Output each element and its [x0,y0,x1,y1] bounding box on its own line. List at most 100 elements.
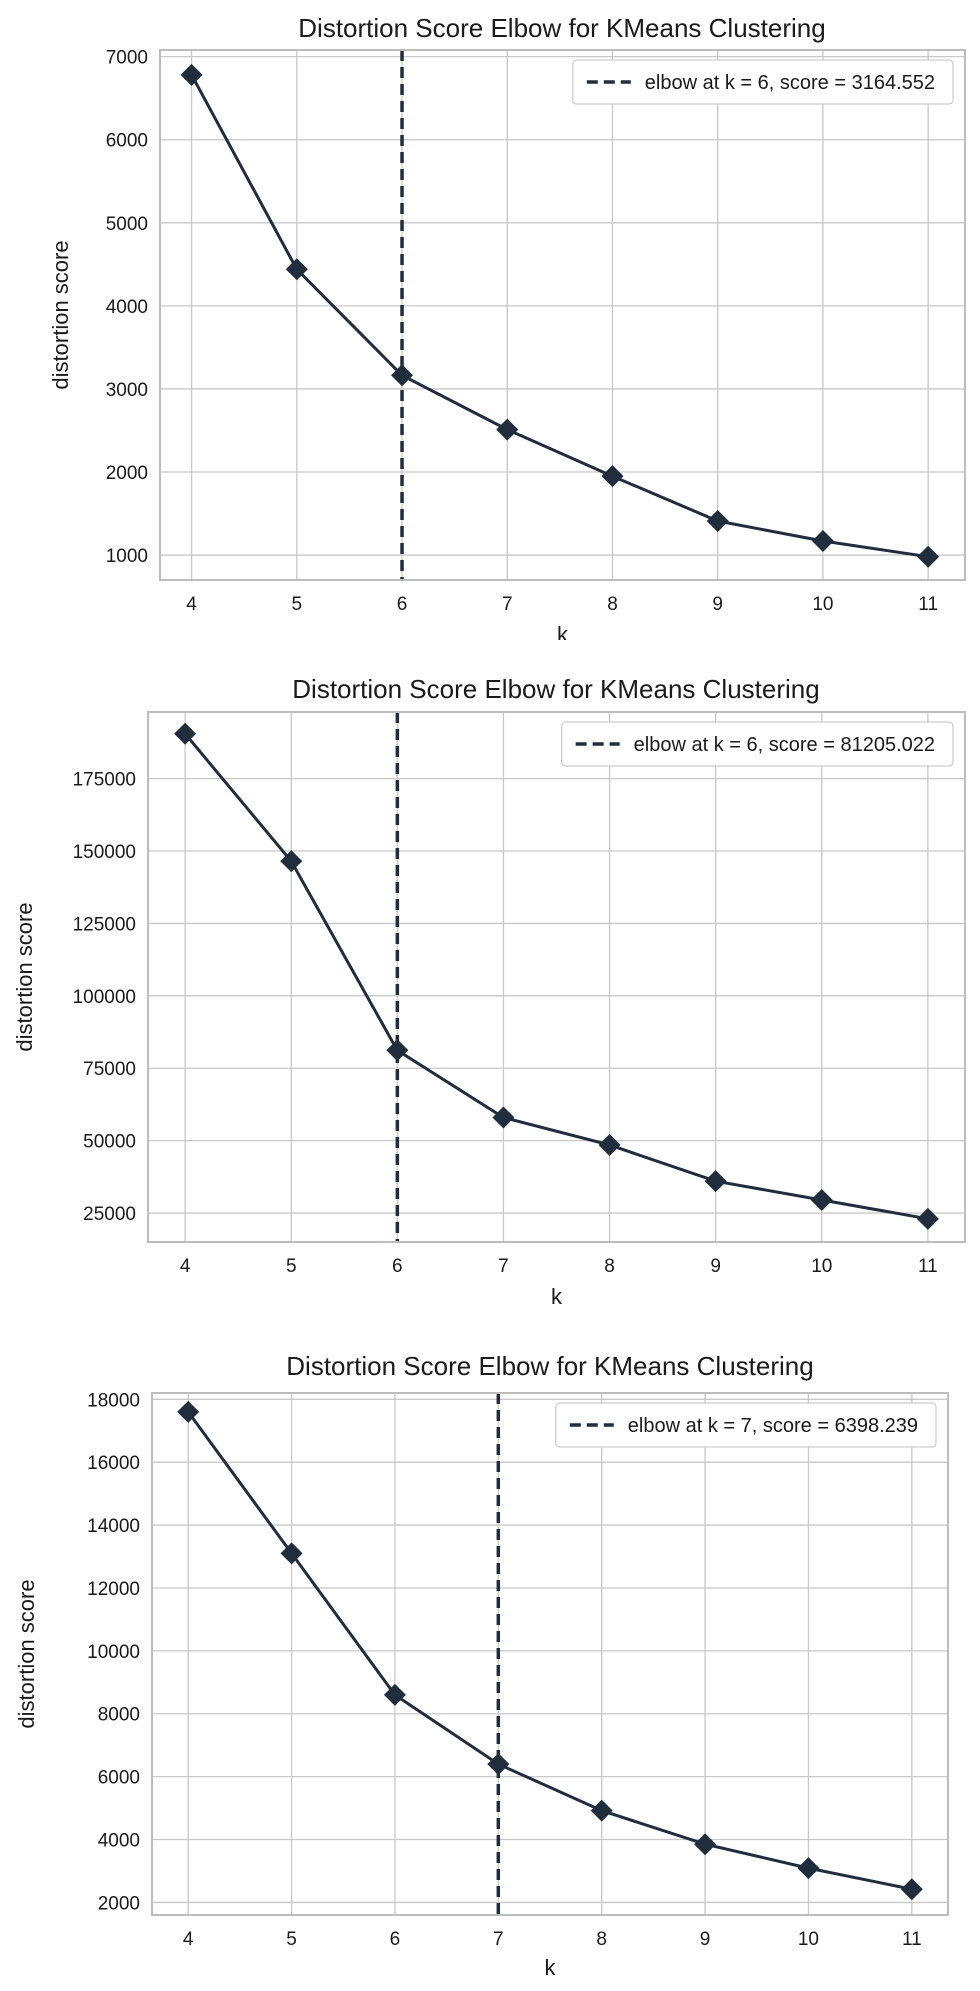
x-tick-label: 9 [700,1929,711,1950]
legend-label: elbow at k = 6, score = 81205.022 [634,734,935,756]
y-tick-label: 10000 [87,1642,140,1663]
y-tick-labels: 1000 2000 3000 4000 5000 6000 7000 [106,48,148,567]
y-tick-label: 12000 [87,1579,140,1600]
x-tick-label: 5 [286,1929,297,1950]
y-tick-label: 2000 [98,1893,140,1914]
x-tick-label: 6 [397,594,408,615]
x-tick-label: 5 [286,1256,297,1277]
data-point-marker [694,1833,717,1856]
series-markers [177,1400,923,1901]
y-tick-label: 6000 [98,1768,140,1789]
x-tick-label: 6 [390,1929,401,1950]
legend-box [555,1402,937,1448]
data-point-marker [280,850,303,873]
x-tick-label: 7 [498,1256,509,1277]
data-point-marker [900,1878,923,1901]
data-point-marker [174,722,197,745]
y-tick-label: 2000 [106,463,148,484]
x-tick-label: 7 [493,1929,504,1950]
data-point-marker [917,545,940,568]
x-axis-label: k [557,622,569,640]
legend-box [561,721,954,767]
data-point-marker [492,1106,515,1129]
legend-box [572,59,954,105]
grid [148,712,965,1242]
y-tick-label: 125000 [73,914,136,935]
data-point-marker [177,1400,200,1423]
data-point-marker [598,1133,621,1156]
chart-title: Distortion Score Elbow for KMeans Cluste… [298,13,825,43]
x-axis-label: k [545,1955,557,1980]
series-markers [174,722,939,1230]
y-axis-label: distortion score [12,902,37,1051]
x-tick-label: 8 [607,594,618,615]
x-tick-labels: 4 5 6 7 8 9 10 11 [180,1256,938,1277]
x-tick-label: 9 [710,1256,721,1277]
y-tick-label: 16000 [87,1453,140,1474]
y-tick-label: 6000 [106,131,148,152]
legend-label: elbow at k = 7, score = 6398.239 [628,1415,918,1437]
y-tick-label: 8000 [98,1705,140,1726]
elbow-chart-1: Distortion Score Elbow for KMeans Cluste… [48,13,966,640]
plot-frame [159,49,966,581]
y-tick-label: 75000 [83,1059,136,1080]
legend: elbow at k = 6, score = 81205.022 [561,721,954,767]
data-point-marker [811,529,834,552]
x-tick-label: 5 [292,594,303,615]
data-point-marker [391,364,414,387]
data-point-marker [601,465,624,488]
y-tick-label: 3000 [106,380,148,401]
x-tick-label: 11 [902,1929,922,1950]
y-tick-label: 175000 [73,770,136,791]
y-tick-label: 1000 [106,546,148,567]
x-tick-labels: 4 5 6 7 8 9 10 11 [183,1929,922,1950]
y-axis-label: distortion score [48,240,73,389]
data-point-marker [704,1170,727,1193]
x-tick-label: 11 [918,1256,938,1277]
data-point-marker [496,418,519,441]
y-tick-label: 25000 [83,1204,136,1225]
chart-title: Distortion Score Elbow for KMeans Cluste… [292,674,819,704]
series-line [183,732,929,1221]
grid [152,1393,948,1915]
legend-label: elbow at k = 6, score = 3164.552 [645,72,935,94]
x-tick-label: 4 [186,594,197,615]
plot-frame [147,711,966,1243]
series-markers [180,63,940,568]
elbow-chart-2: Distortion Score Elbow for KMeans Cluste… [12,674,966,1309]
y-tick-label: 5000 [106,214,148,235]
x-tick-label: 10 [812,594,833,615]
x-tick-label: 4 [180,1256,191,1277]
x-tick-label: 6 [392,1256,403,1277]
data-point-marker [285,258,308,281]
x-tick-label: 9 [712,594,723,615]
y-tick-labels: 2000 4000 6000 8000 10000 12000 14000 16000 1800… [87,1390,140,1914]
x-axis-label: k [551,1284,563,1309]
data-point-marker [916,1207,939,1230]
data-point-marker [383,1683,406,1706]
y-tick-label: 4000 [106,297,148,318]
data-point-marker [590,1799,613,1822]
data-point-marker [797,1857,820,1880]
data-point-marker [706,510,729,533]
y-tick-label: 100000 [73,987,136,1008]
plot-frame [151,1392,949,1916]
y-tick-label: 18000 [87,1390,140,1411]
series-line [190,74,929,559]
x-tick-label: 7 [502,594,513,615]
legend: elbow at k = 7, score = 6398.239 [555,1402,937,1448]
y-tick-label: 150000 [73,842,136,863]
y-tick-label: 4000 [98,1831,140,1852]
x-tick-label: 4 [183,1929,194,1950]
y-tick-label: 7000 [106,48,148,69]
data-point-marker [180,63,203,86]
grid [160,50,965,580]
y-tick-label: 14000 [87,1516,140,1537]
x-tick-label: 11 [918,594,938,615]
data-point-marker [810,1189,833,1212]
y-tick-label: 50000 [83,1132,136,1153]
data-point-marker [386,1039,409,1062]
x-tick-label: 8 [604,1256,615,1277]
legend: elbow at k = 6, score = 3164.552 [572,59,954,105]
data-point-marker [280,1542,303,1565]
